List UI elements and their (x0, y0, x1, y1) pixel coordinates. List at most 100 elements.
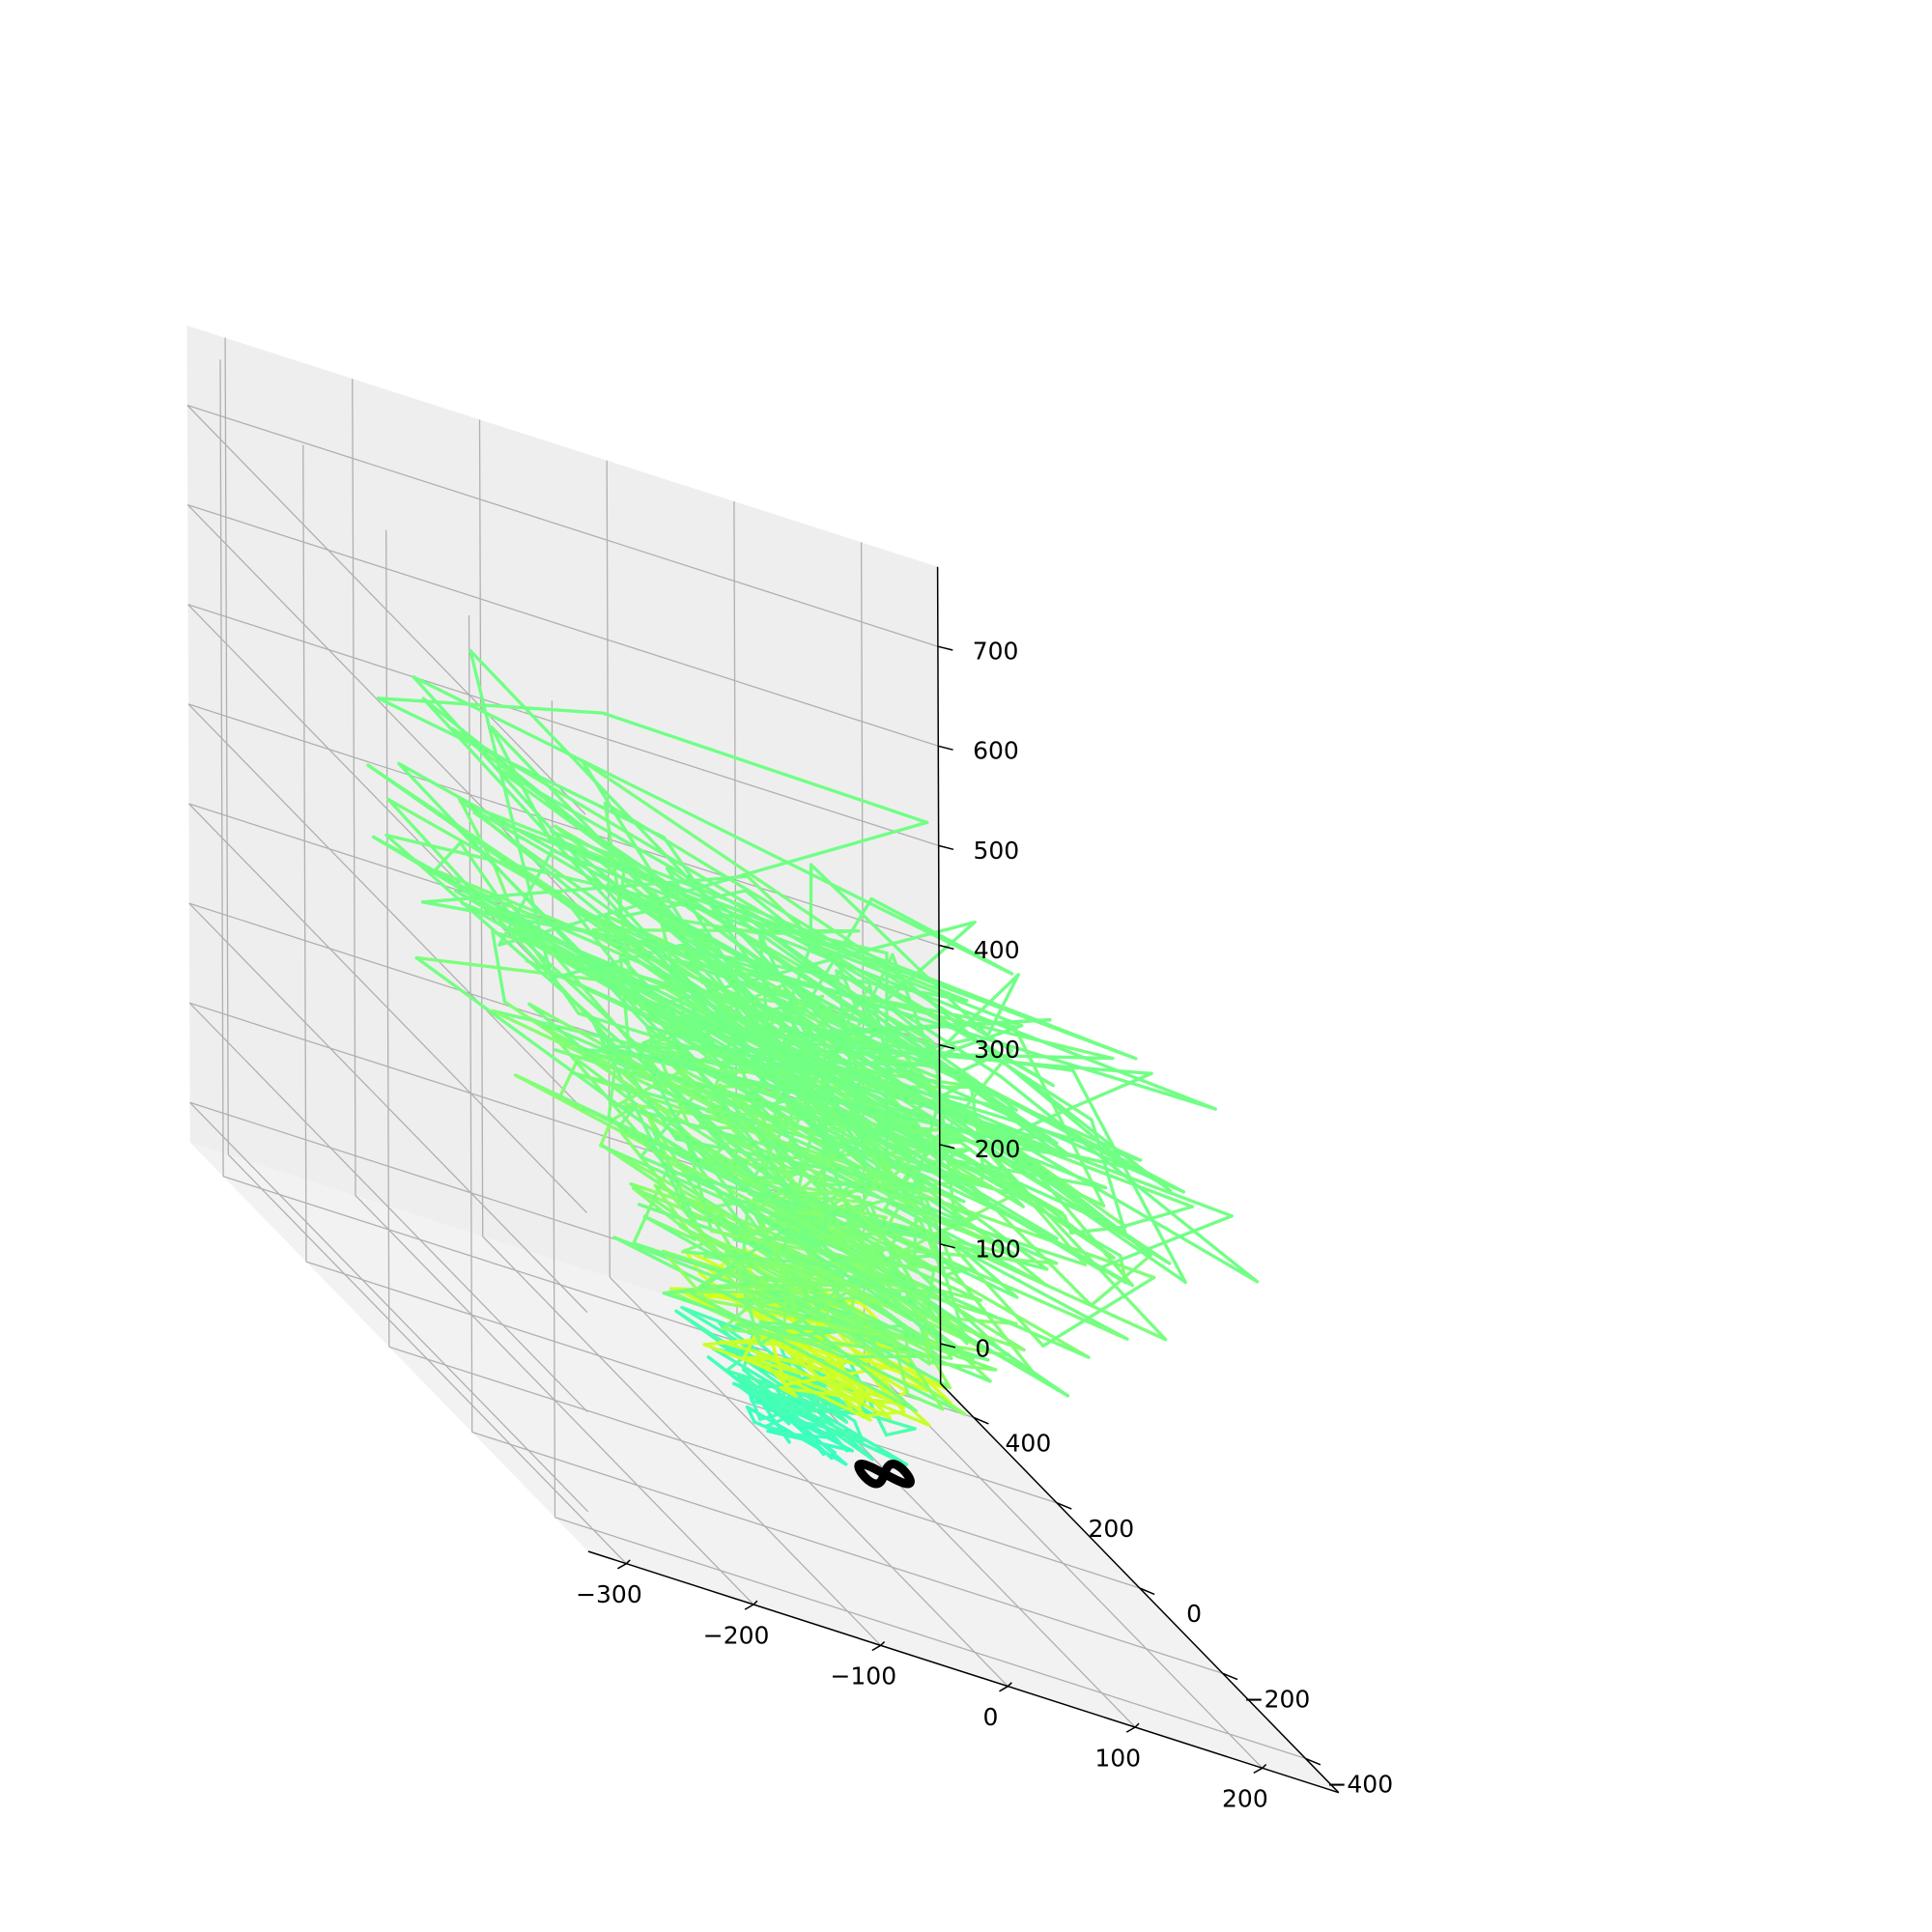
trace-segment (823, 1063, 831, 1157)
trace-segment (631, 1186, 765, 1292)
x-tick-mark (1253, 1767, 1264, 1775)
gridline-y-floor (554, 1517, 1306, 1760)
gridline-y-floor (471, 1431, 1223, 1674)
y-tick-label: 400 (1006, 1430, 1052, 1458)
gridline-z-left (187, 703, 587, 1114)
y-tick-mark (973, 1416, 989, 1425)
x-tick-label: 100 (1094, 1744, 1141, 1772)
z-tick-mark (939, 1043, 954, 1050)
trace-segment (952, 1055, 996, 1076)
gridline-x-back (352, 379, 356, 1196)
trace-segment (702, 1343, 866, 1406)
trace-segment (926, 1360, 998, 1372)
trace-segment (513, 1073, 936, 1273)
z-tick-label: 700 (973, 638, 1019, 666)
y-tick-label: −400 (1326, 1771, 1393, 1799)
z-tick-label: 400 (974, 936, 1020, 964)
gridline-x-back (478, 419, 484, 1236)
trace-segment (568, 904, 801, 1202)
gridline-y-left (385, 529, 390, 1348)
attractor-core-loop (854, 1459, 915, 1489)
trace-segment (603, 801, 1013, 1053)
trace-segment (774, 1141, 1156, 1280)
trace-segment (577, 1011, 925, 1121)
trace-segment (527, 1002, 767, 1205)
trace-segment (1157, 1180, 1173, 1193)
trace-segment (832, 1208, 1091, 1359)
trace-segment (665, 867, 1059, 1146)
gridline-z-left (189, 1101, 589, 1513)
x-tick-mark (999, 1686, 1009, 1692)
x-tick-label: 0 (983, 1703, 999, 1731)
z-tick-mark (938, 944, 954, 951)
z-tick-label: 200 (975, 1135, 1021, 1163)
trace-segment (580, 758, 748, 1025)
x-tick-mark (1007, 1682, 1012, 1688)
trace-segment (680, 919, 764, 936)
trace-segment (550, 943, 683, 980)
z-axis-line (936, 566, 942, 1384)
trace-segment (1041, 1275, 1156, 1348)
x-tick-mark (1125, 1726, 1136, 1733)
trace-segment (865, 1314, 930, 1347)
trace-segment (779, 1406, 860, 1416)
gridline-y-left (219, 359, 224, 1177)
trace-segment (824, 1257, 856, 1280)
gridline-y-floor (388, 1346, 1140, 1589)
trace-segment (513, 1073, 816, 1237)
trace-segment (592, 1021, 691, 1218)
trace-segment (558, 1058, 580, 1098)
gridline-y-floor (305, 1261, 1058, 1504)
trace-segment (552, 1033, 673, 1174)
trace-segment (639, 1154, 844, 1247)
gridline-z-left (188, 902, 588, 1313)
trace-segment (838, 1192, 911, 1214)
trace-segment (704, 1123, 752, 1164)
y-tick-mark (1056, 1502, 1072, 1510)
trace-segment (814, 1304, 998, 1372)
trace-segment (744, 1355, 845, 1366)
x-tick-mark (625, 1559, 631, 1565)
trace-segment (764, 1424, 812, 1442)
trace-segment (386, 797, 624, 1056)
trace-segment (838, 1210, 928, 1237)
y-tick-mark (1139, 1587, 1155, 1596)
trace-segment (852, 1419, 865, 1443)
z-tick-mark (939, 1144, 955, 1150)
trace-segment (817, 1018, 1052, 1034)
trace-segment (551, 848, 1217, 1111)
trace-segment (794, 1026, 892, 1074)
trace-segment (472, 810, 1024, 1028)
trace-segment (884, 1427, 917, 1437)
trace-segment (583, 828, 969, 1086)
y-axis-line (940, 1382, 1340, 1794)
trace-segment (742, 1323, 878, 1395)
y-tick-label: −200 (1244, 1685, 1311, 1713)
trace-segment (386, 797, 662, 955)
trace-segment (687, 1214, 879, 1267)
trace-segment (397, 761, 957, 1076)
trace-segment (827, 1063, 1234, 1218)
gridline-z-left (188, 1002, 588, 1413)
trace-segment (924, 1269, 936, 1318)
trace-segment (823, 1081, 969, 1157)
trace-segment (433, 840, 463, 872)
x-tick-label: −200 (703, 1621, 770, 1649)
trace-segment (797, 1194, 1129, 1341)
trace-segment (842, 1125, 1045, 1348)
trace-segment (421, 696, 588, 832)
gridline-z-back (187, 503, 939, 747)
y-tick-mark (1222, 1672, 1238, 1681)
data-trace (366, 648, 1260, 1466)
trace-segment (414, 955, 701, 1166)
trace-segment (751, 1238, 1018, 1326)
x-tick-mark (871, 1644, 882, 1652)
trace-segment (742, 1355, 872, 1422)
trace-segment (577, 1047, 899, 1142)
z-tick-label: 100 (975, 1235, 1021, 1263)
trace-segment (662, 836, 804, 1037)
trace-segment (999, 1074, 1260, 1284)
trace-segment (792, 1410, 812, 1442)
x-tick-mark (1262, 1763, 1267, 1769)
